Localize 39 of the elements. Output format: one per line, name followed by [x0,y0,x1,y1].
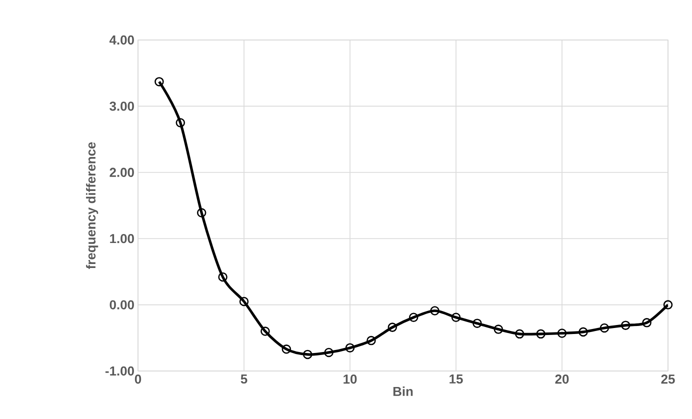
y-tick-label: 1.00 [110,234,134,244]
point [451,312,461,322]
point [388,322,398,332]
point [430,306,440,316]
point [176,118,186,128]
y-axis-title: frequency difference [86,142,98,269]
x-tick-label: 25 [661,374,675,384]
x-axis-title: Bin [393,386,413,396]
point [218,272,228,282]
point [600,323,610,333]
point [260,326,270,336]
point [557,328,567,338]
point [282,344,292,354]
y-tick-label: 4.00 [109,35,134,45]
point [642,318,652,328]
point [154,77,164,86]
x-tick-label: 5 [240,374,248,384]
y-tick-label: 2.00 [110,168,134,177]
x-tick-label: 20 [555,374,569,384]
point [536,329,546,339]
x-tick-label: 15 [450,374,463,384]
point [196,208,206,218]
x-tick-label: 0 [134,374,142,384]
y-tick-label: -1.00 [105,366,134,376]
point [472,318,482,328]
point [620,320,630,330]
point [408,312,418,322]
x-tick-label: 10 [344,374,357,384]
y-tick-label: 3.00 [110,102,134,111]
point [578,327,588,337]
y-tick-label: 0.00 [110,300,134,310]
point [366,336,376,346]
point [239,296,249,306]
point [494,324,504,334]
point [514,329,524,339]
point [324,348,334,358]
point [302,350,312,360]
point [663,300,673,310]
point [345,343,355,352]
